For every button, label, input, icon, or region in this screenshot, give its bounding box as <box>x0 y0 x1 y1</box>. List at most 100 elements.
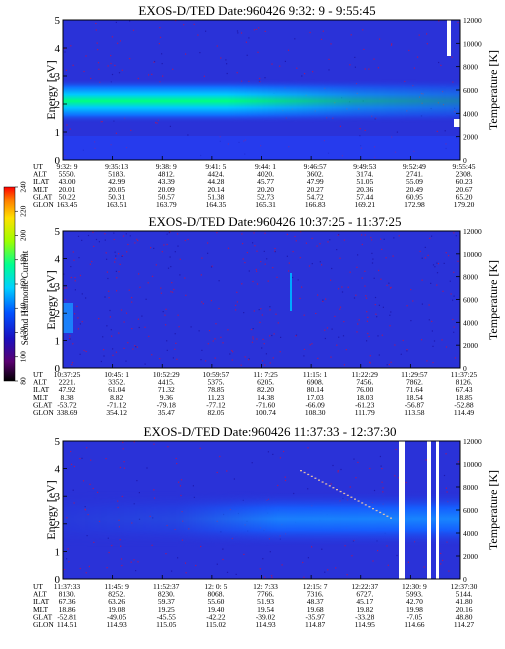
noise-speck <box>219 455 221 458</box>
noise-speck <box>106 567 108 569</box>
panel-1-data-gap <box>447 20 451 56</box>
ephemeris-row-label: MLT <box>33 393 49 402</box>
noise-speck <box>231 349 233 352</box>
noise-speck <box>263 343 265 345</box>
noise-speck <box>121 255 123 257</box>
colorbar-ticks: 80 100 120 140 160 180 200 220 240 <box>15 181 28 385</box>
ephemeris-value: 50.22 <box>59 192 76 201</box>
noise-speck <box>295 334 298 336</box>
noise-speck <box>205 30 207 32</box>
noise-speck <box>372 560 374 562</box>
noise-speck <box>166 243 168 246</box>
noise-speck <box>354 56 356 58</box>
noise-speck <box>374 296 377 299</box>
ephemeris-value: 63.26 <box>108 597 125 606</box>
noise-speck <box>371 239 373 241</box>
noise-speck <box>81 239 83 241</box>
noise-speck <box>359 135 361 137</box>
ephemeris-value: -7.05 <box>407 612 423 621</box>
noise-speck <box>169 256 171 258</box>
ephemeris-value: 11.23 <box>208 393 225 402</box>
trace-point <box>357 500 360 502</box>
noise-speck <box>222 342 224 344</box>
noise-speck <box>185 572 187 574</box>
ephemeris-value: 42.70 <box>406 597 423 606</box>
noise-speck <box>83 349 85 352</box>
ephemeris-row-label: ALT <box>33 378 47 387</box>
noise-speck <box>379 455 381 458</box>
noise-speck <box>136 346 138 348</box>
noise-speck <box>130 129 132 131</box>
trace-point <box>368 506 371 508</box>
noise-speck <box>216 563 218 565</box>
noise-speck <box>351 555 353 557</box>
ephemeris-row-label: GLAT <box>33 192 53 201</box>
noise-speck <box>272 267 274 269</box>
noise-speck <box>334 315 336 317</box>
noise-speck <box>272 453 274 455</box>
noise-speck <box>93 245 95 247</box>
noise-speck <box>123 321 125 323</box>
temperature-tick-label: 6000 <box>463 86 478 95</box>
trace-point <box>325 483 328 485</box>
noise-speck <box>382 487 384 489</box>
noise-speck <box>252 338 254 340</box>
noise-speck <box>122 448 124 450</box>
noise-speck <box>363 48 365 50</box>
temperature-tick-label: 4000 <box>463 318 478 327</box>
ephemeris-value: 65.20 <box>456 192 473 201</box>
noise-speck <box>248 359 250 361</box>
energy-tick-label: 5 <box>55 226 61 238</box>
noise-speck <box>375 313 377 315</box>
noise-speck <box>390 44 393 46</box>
temperature-tick-label: 10000 <box>463 250 482 259</box>
noise-speck <box>383 238 385 240</box>
noise-speck <box>187 238 189 241</box>
ephemeris-value: -79.18 <box>157 400 177 409</box>
noise-speck <box>309 31 311 34</box>
noise-speck <box>372 258 374 260</box>
noise-speck <box>103 355 105 357</box>
noise-speck <box>426 33 428 35</box>
trace-point <box>361 502 364 504</box>
noise-speck <box>138 326 140 329</box>
ephemeris-value: 5550. <box>59 170 76 179</box>
noise-speck <box>168 232 170 234</box>
noise-speck <box>105 252 107 254</box>
noise-speck <box>110 55 112 57</box>
ephemeris-value: 50.31 <box>108 192 125 201</box>
noise-speck <box>396 554 398 557</box>
ephemeris-value: 67.43 <box>456 385 473 394</box>
noise-speck <box>187 134 189 136</box>
noise-speck <box>236 291 238 293</box>
noise-speck <box>257 51 259 53</box>
temperature-tick-label: 4000 <box>463 109 478 118</box>
noise-speck <box>153 247 155 249</box>
ephemeris-value: 3174. <box>356 170 373 179</box>
noise-speck <box>388 282 390 284</box>
noise-speck <box>424 257 426 259</box>
noise-speck <box>115 270 117 272</box>
noise-speck <box>207 252 209 254</box>
noise-speck <box>357 254 359 256</box>
noise-speck <box>337 234 339 236</box>
ephemeris-value: 71.64 <box>406 385 423 394</box>
noise-speck <box>443 474 446 477</box>
noise-speck <box>118 271 120 273</box>
ephemeris-value: 3352. <box>108 378 125 387</box>
noise-speck <box>69 128 71 130</box>
ephemeris-value: 11:29:57 <box>401 370 428 379</box>
noise-speck <box>340 468 342 471</box>
noise-speck <box>434 266 436 268</box>
noise-speck <box>243 312 245 314</box>
noise-speck <box>79 567 81 570</box>
noise-speck <box>208 330 211 332</box>
noise-speck <box>374 304 376 306</box>
ephemeris-value: 20.09 <box>158 185 175 194</box>
noise-speck <box>114 64 116 67</box>
noise-speck <box>245 41 247 43</box>
noise-speck <box>183 24 185 26</box>
noise-speck <box>453 271 455 273</box>
ephemeris-row-label: ILAT <box>33 597 50 606</box>
ephemeris-value: 19.54 <box>257 605 274 614</box>
